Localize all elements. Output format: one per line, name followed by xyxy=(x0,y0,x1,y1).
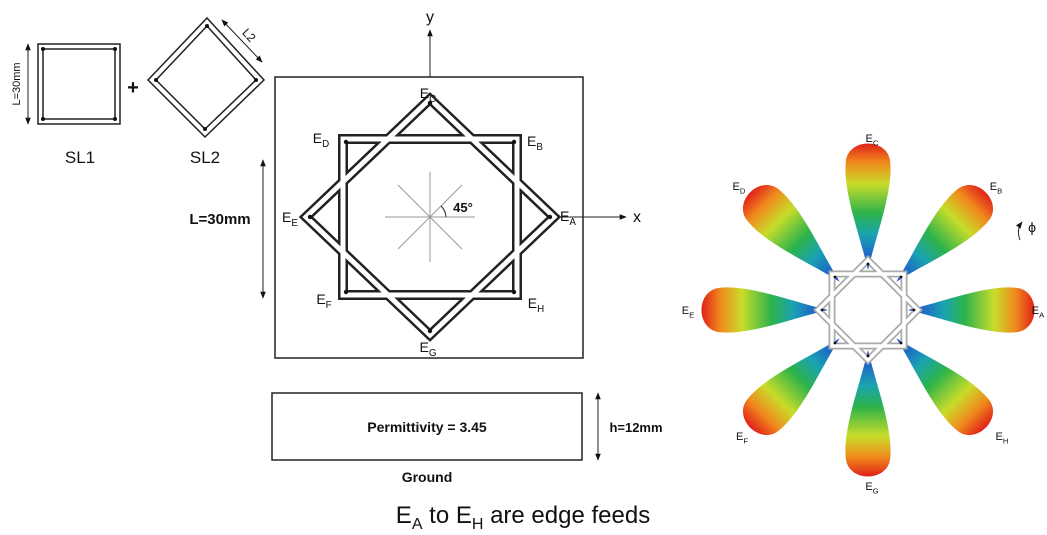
feed-point xyxy=(344,290,348,294)
feed-point xyxy=(821,309,824,312)
feed-sub: H xyxy=(537,304,544,315)
feed-label: EG xyxy=(420,339,437,359)
sl2-side: L2 xyxy=(239,26,259,46)
feed-sub: E xyxy=(689,310,694,319)
angle-arc xyxy=(441,206,446,217)
feed-label: ED xyxy=(313,130,329,150)
caption-sub: H xyxy=(472,516,484,533)
feed-sub: E xyxy=(291,218,298,229)
feed-label: EE xyxy=(282,209,298,229)
y-axis-label: y xyxy=(426,9,434,26)
feed-sub: B xyxy=(536,142,543,153)
feed-base: E xyxy=(313,130,322,146)
feed-label: EH xyxy=(996,431,1009,445)
lobe xyxy=(880,322,1001,443)
lobe xyxy=(702,287,829,332)
feed-point xyxy=(344,140,348,144)
feed-label: EA xyxy=(560,208,576,228)
feed-point xyxy=(867,355,870,358)
center-star xyxy=(385,172,475,262)
length-label: L=30mm xyxy=(189,211,250,228)
feed-base: E xyxy=(527,133,536,149)
feed-sub: C xyxy=(429,94,436,105)
sl1-label: SL1 xyxy=(65,148,95,167)
octagram-small xyxy=(818,260,918,360)
feed-point xyxy=(834,276,837,279)
diagram: L=30mm SL1 + L2 SL2 y x 45° L=30mm Permi… xyxy=(0,0,1047,535)
caption: EA to EH are edge feeds xyxy=(396,502,650,533)
feed-sub: A xyxy=(1039,310,1045,319)
feed-base: E xyxy=(996,431,1003,443)
feed-base: E xyxy=(560,208,569,224)
height-label: h=12mm xyxy=(609,420,662,435)
feed-point xyxy=(308,215,312,219)
lobe xyxy=(734,322,855,443)
feed-base: E xyxy=(866,133,873,145)
feed-label: EH xyxy=(528,295,544,315)
feed-base: E xyxy=(682,305,689,317)
caption-text: are edge feeds xyxy=(483,502,650,529)
feed-sub: F xyxy=(326,300,332,311)
feed-sub: A xyxy=(569,217,576,228)
feed-sub: D xyxy=(740,186,746,195)
feed-base: E xyxy=(736,431,743,443)
feed-label: EA xyxy=(1032,305,1045,319)
feed-base: E xyxy=(865,481,872,493)
feed-base: E xyxy=(420,339,429,355)
sl1 xyxy=(28,44,120,124)
feed-sub: C xyxy=(873,138,879,147)
lobe xyxy=(908,287,1035,332)
phi-label: ϕ xyxy=(1028,219,1036,235)
feed-base: E xyxy=(420,85,429,101)
feed-sub: H xyxy=(1003,436,1009,445)
feed-label: EG xyxy=(865,481,878,495)
lobe xyxy=(845,350,890,477)
feed-point xyxy=(512,140,516,144)
feed-label: EF xyxy=(316,291,331,311)
feed-base: E xyxy=(282,209,291,225)
feed-base: E xyxy=(990,181,997,193)
caption-text: to E xyxy=(422,502,471,529)
radiation-pattern xyxy=(702,144,1035,477)
feed-base: E xyxy=(528,295,537,311)
feed-sub: G xyxy=(429,348,437,359)
caption-sub: A xyxy=(412,516,423,533)
feed-label: EB xyxy=(990,181,1002,195)
caption-text: E xyxy=(396,502,412,529)
feed-point xyxy=(913,309,916,312)
feed-sub: F xyxy=(743,436,748,445)
sl2-label: SL2 xyxy=(190,148,220,167)
feed-sub: D xyxy=(322,139,329,150)
lobe xyxy=(880,176,1001,297)
feed-label: EE xyxy=(682,305,694,319)
feed-point xyxy=(548,215,552,219)
feed-point xyxy=(512,290,516,294)
feed-point xyxy=(428,329,432,333)
lobe xyxy=(845,144,890,271)
x-axis-label: x xyxy=(633,209,641,226)
phi-arrow xyxy=(1018,222,1022,240)
permittivity-label: Permittivity = 3.45 xyxy=(367,419,487,435)
feed-label: EB xyxy=(527,133,543,153)
feed-base: E xyxy=(1032,305,1039,317)
lobe xyxy=(734,176,855,297)
feed-point xyxy=(867,263,870,266)
feed-base: E xyxy=(316,291,325,307)
ground-label: Ground xyxy=(402,469,453,485)
feed-point xyxy=(900,276,903,279)
feed-sub: B xyxy=(997,186,1002,195)
angle-label: 45° xyxy=(453,200,473,215)
feed-point xyxy=(834,342,837,345)
feed-sub: G xyxy=(873,486,879,495)
plus: + xyxy=(127,77,139,99)
sl1-side: L=30mm xyxy=(11,62,23,105)
feed-label: ED xyxy=(733,181,746,195)
feed-point xyxy=(900,342,903,345)
feed-label: EF xyxy=(736,431,748,445)
feed-base: E xyxy=(733,181,740,193)
